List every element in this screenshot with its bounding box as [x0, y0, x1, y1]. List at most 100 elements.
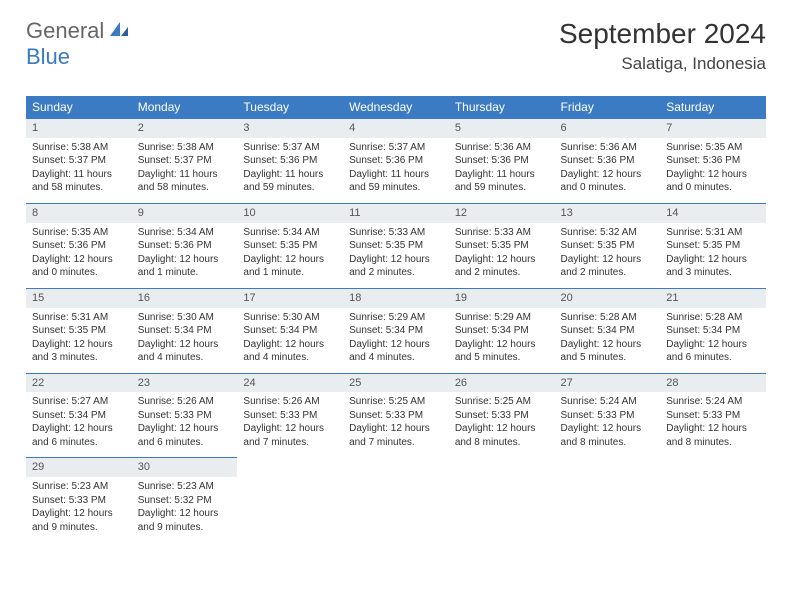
daylight-text: Daylight: 11 hours and 58 minutes. [138, 168, 232, 195]
sunrise-text: Sunrise: 5:35 AM [32, 226, 126, 240]
sunset-text: Sunset: 5:36 PM [561, 154, 655, 168]
day-body: Sunrise: 5:23 AMSunset: 5:33 PMDaylight:… [26, 477, 132, 542]
sunrise-text: Sunrise: 5:25 AM [455, 395, 549, 409]
sunset-text: Sunset: 5:33 PM [561, 409, 655, 423]
calendar-week-row: 8Sunrise: 5:35 AMSunset: 5:36 PMDaylight… [26, 203, 766, 288]
daylight-text: Daylight: 12 hours and 1 minute. [138, 253, 232, 280]
sunset-text: Sunset: 5:33 PM [243, 409, 337, 423]
sunset-text: Sunset: 5:35 PM [32, 324, 126, 338]
sunset-text: Sunset: 5:32 PM [138, 494, 232, 508]
sunset-text: Sunset: 5:36 PM [243, 154, 337, 168]
calendar-day-cell: 16Sunrise: 5:30 AMSunset: 5:34 PMDayligh… [132, 288, 238, 373]
logo-text-general: General [26, 18, 104, 44]
day-body: Sunrise: 5:31 AMSunset: 5:35 PMDaylight:… [26, 308, 132, 373]
day-body: Sunrise: 5:31 AMSunset: 5:35 PMDaylight:… [660, 223, 766, 288]
sunrise-text: Sunrise: 5:28 AM [666, 311, 760, 325]
daylight-text: Daylight: 12 hours and 8 minutes. [455, 422, 549, 449]
day-number: 6 [555, 118, 661, 138]
sunset-text: Sunset: 5:34 PM [666, 324, 760, 338]
calendar-week-row: 15Sunrise: 5:31 AMSunset: 5:35 PMDayligh… [26, 288, 766, 373]
calendar-day-cell: 19Sunrise: 5:29 AMSunset: 5:34 PMDayligh… [449, 288, 555, 373]
day-number: 3 [237, 118, 343, 138]
calendar-day-cell: 26Sunrise: 5:25 AMSunset: 5:33 PMDayligh… [449, 373, 555, 458]
day-number: 14 [660, 203, 766, 223]
day-body: Sunrise: 5:36 AMSunset: 5:36 PMDaylight:… [449, 138, 555, 203]
sunrise-text: Sunrise: 5:33 AM [455, 226, 549, 240]
sunrise-text: Sunrise: 5:23 AM [138, 480, 232, 494]
sunrise-text: Sunrise: 5:24 AM [666, 395, 760, 409]
daylight-text: Daylight: 12 hours and 3 minutes. [666, 253, 760, 280]
day-body: Sunrise: 5:32 AMSunset: 5:35 PMDaylight:… [555, 223, 661, 288]
daylight-text: Daylight: 12 hours and 5 minutes. [455, 338, 549, 365]
daylight-text: Daylight: 12 hours and 6 minutes. [666, 338, 760, 365]
sunset-text: Sunset: 5:36 PM [455, 154, 549, 168]
day-body: Sunrise: 5:35 AMSunset: 5:36 PMDaylight:… [26, 223, 132, 288]
day-body: Sunrise: 5:33 AMSunset: 5:35 PMDaylight:… [449, 223, 555, 288]
day-number: 29 [26, 457, 132, 477]
day-number: 30 [132, 457, 238, 477]
day-number: 16 [132, 288, 238, 308]
calendar-day-cell: 15Sunrise: 5:31 AMSunset: 5:35 PMDayligh… [26, 288, 132, 373]
calendar-day-cell: 1Sunrise: 5:38 AMSunset: 5:37 PMDaylight… [26, 118, 132, 203]
calendar-day-cell: 30Sunrise: 5:23 AMSunset: 5:32 PMDayligh… [132, 457, 238, 542]
sunset-text: Sunset: 5:34 PM [561, 324, 655, 338]
daylight-text: Daylight: 12 hours and 0 minutes. [32, 253, 126, 280]
day-number: 11 [343, 203, 449, 223]
sunset-text: Sunset: 5:35 PM [349, 239, 443, 253]
calendar-day-cell [449, 457, 555, 542]
day-body: Sunrise: 5:35 AMSunset: 5:36 PMDaylight:… [660, 138, 766, 203]
calendar-day-cell: 25Sunrise: 5:25 AMSunset: 5:33 PMDayligh… [343, 373, 449, 458]
day-number: 22 [26, 373, 132, 393]
day-number: 23 [132, 373, 238, 393]
day-number: 9 [132, 203, 238, 223]
sunset-text: Sunset: 5:36 PM [32, 239, 126, 253]
title-block: September 2024 Salatiga, Indonesia [559, 18, 766, 74]
calendar-day-cell: 7Sunrise: 5:35 AMSunset: 5:36 PMDaylight… [660, 118, 766, 203]
day-number: 1 [26, 118, 132, 138]
day-body: Sunrise: 5:24 AMSunset: 5:33 PMDaylight:… [555, 392, 661, 457]
daylight-text: Daylight: 12 hours and 1 minute. [243, 253, 337, 280]
sunrise-text: Sunrise: 5:37 AM [243, 141, 337, 155]
sunset-text: Sunset: 5:34 PM [455, 324, 549, 338]
day-body: Sunrise: 5:30 AMSunset: 5:34 PMDaylight:… [132, 308, 238, 373]
day-body: Sunrise: 5:24 AMSunset: 5:33 PMDaylight:… [660, 392, 766, 457]
daylight-text: Daylight: 12 hours and 9 minutes. [32, 507, 126, 534]
sunrise-text: Sunrise: 5:29 AM [349, 311, 443, 325]
day-body: Sunrise: 5:26 AMSunset: 5:33 PMDaylight:… [132, 392, 238, 457]
sunrise-text: Sunrise: 5:29 AM [455, 311, 549, 325]
daylight-text: Daylight: 12 hours and 2 minutes. [349, 253, 443, 280]
location: Salatiga, Indonesia [559, 54, 766, 74]
weekday-header: Wednesday [343, 96, 449, 118]
calendar-day-cell: 17Sunrise: 5:30 AMSunset: 5:34 PMDayligh… [237, 288, 343, 373]
logo: General [26, 18, 130, 44]
sunset-text: Sunset: 5:33 PM [138, 409, 232, 423]
daylight-text: Daylight: 12 hours and 3 minutes. [32, 338, 126, 365]
sunrise-text: Sunrise: 5:30 AM [243, 311, 337, 325]
sunrise-text: Sunrise: 5:28 AM [561, 311, 655, 325]
logo-text-blue: Blue [26, 44, 70, 69]
sunset-text: Sunset: 5:36 PM [666, 154, 760, 168]
calendar-header-row: SundayMondayTuesdayWednesdayThursdayFrid… [26, 96, 766, 118]
day-body: Sunrise: 5:27 AMSunset: 5:34 PMDaylight:… [26, 392, 132, 457]
day-number: 12 [449, 203, 555, 223]
sunrise-text: Sunrise: 5:30 AM [138, 311, 232, 325]
day-number: 27 [555, 373, 661, 393]
weekday-header: Tuesday [237, 96, 343, 118]
sunrise-text: Sunrise: 5:31 AM [666, 226, 760, 240]
daylight-text: Daylight: 11 hours and 59 minutes. [455, 168, 549, 195]
day-number: 26 [449, 373, 555, 393]
daylight-text: Daylight: 12 hours and 2 minutes. [455, 253, 549, 280]
day-number: 13 [555, 203, 661, 223]
logo-sub: Blue [26, 44, 70, 70]
day-body: Sunrise: 5:37 AMSunset: 5:36 PMDaylight:… [343, 138, 449, 203]
calendar-day-cell [555, 457, 661, 542]
calendar-week-row: 29Sunrise: 5:23 AMSunset: 5:33 PMDayligh… [26, 457, 766, 542]
calendar-day-cell: 4Sunrise: 5:37 AMSunset: 5:36 PMDaylight… [343, 118, 449, 203]
sunrise-text: Sunrise: 5:36 AM [455, 141, 549, 155]
daylight-text: Daylight: 12 hours and 0 minutes. [666, 168, 760, 195]
sunset-text: Sunset: 5:36 PM [349, 154, 443, 168]
day-number: 15 [26, 288, 132, 308]
weekday-header: Sunday [26, 96, 132, 118]
sunrise-text: Sunrise: 5:26 AM [138, 395, 232, 409]
sunrise-text: Sunrise: 5:38 AM [138, 141, 232, 155]
